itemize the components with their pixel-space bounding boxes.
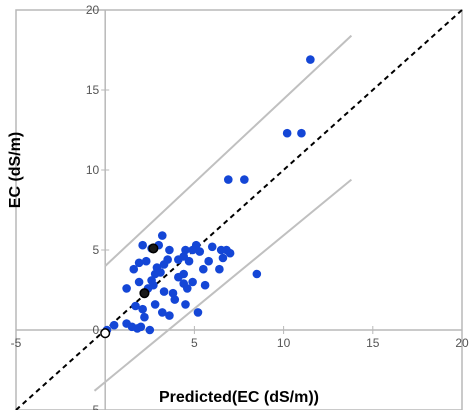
- axes: [16, 10, 462, 410]
- x-tick-label: 15: [366, 336, 380, 350]
- y-tick-label: 10: [86, 163, 100, 177]
- data-point: [170, 295, 180, 304]
- data-point: [145, 325, 155, 335]
- data-point: [181, 300, 190, 309]
- x-tick-label: 10: [277, 336, 291, 350]
- data-point: [204, 256, 213, 266]
- data-point: [140, 312, 149, 322]
- y-tick-label: 15: [86, 83, 100, 97]
- tick-labels: -5 5 10 15 20 -5 0 5 10 15 20: [11, 3, 469, 410]
- y-tick-label: -5: [89, 403, 100, 410]
- data-point: [306, 55, 315, 64]
- x-tick-label: -5: [11, 336, 22, 350]
- identity-dashed-line: [15, 9, 463, 410]
- data-point: [149, 280, 158, 290]
- y-tick-label: 5: [93, 243, 100, 257]
- data-point: [195, 247, 205, 256]
- lower-bound-line: [93, 178, 353, 392]
- identity-line: [15, 9, 463, 410]
- data-point: [252, 269, 262, 279]
- data-point: [134, 277, 144, 287]
- data-point: [218, 253, 228, 263]
- y-tick-label: 0: [93, 323, 100, 337]
- y-tick-label: 20: [86, 3, 100, 17]
- data-point: [109, 320, 119, 330]
- data-point: [165, 245, 174, 255]
- data-point: [215, 264, 224, 274]
- data-point: [240, 175, 249, 184]
- highlighted-data-point: [100, 328, 111, 339]
- data-point: [138, 304, 147, 314]
- data-point: [165, 311, 174, 320]
- data-point: [225, 248, 235, 258]
- data-point: [134, 258, 144, 268]
- data-point: [188, 277, 197, 287]
- data-point: [159, 287, 169, 296]
- data-point: [122, 284, 131, 293]
- data-point: [188, 245, 197, 255]
- data-point: [179, 269, 188, 279]
- data-point: [223, 175, 233, 184]
- plot-frame: [15, 9, 463, 410]
- highlighted-data-point: [148, 243, 159, 254]
- data-point: [207, 242, 217, 252]
- data-point: [138, 240, 147, 250]
- data-point: [282, 128, 292, 138]
- data-point: [193, 308, 203, 317]
- data-point: [141, 256, 151, 266]
- data-point: [200, 280, 210, 290]
- data-point: [297, 128, 306, 138]
- y-axis-title: EC (dS/m): [7, 132, 24, 208]
- data-point: [129, 264, 139, 274]
- data-point: [181, 245, 190, 255]
- data-point: [184, 256, 194, 266]
- data-point: [131, 301, 140, 311]
- data-point: [150, 300, 160, 309]
- data-point: [157, 231, 167, 240]
- data-point: [159, 260, 169, 269]
- data-point: [182, 284, 192, 293]
- upper-bound-line: [104, 34, 353, 267]
- data-point: [157, 308, 167, 317]
- data-point: [156, 268, 165, 277]
- highlighted-data-point: [139, 288, 150, 299]
- x-axis-title: Predicted(EC (dS/m)): [159, 389, 319, 406]
- prediction-bounds: [93, 34, 353, 392]
- data-point: [136, 322, 146, 332]
- x-tick-label: 5: [191, 336, 198, 350]
- data-points: [100, 55, 315, 339]
- x-tick-label: 20: [455, 336, 469, 350]
- data-point: [199, 264, 208, 274]
